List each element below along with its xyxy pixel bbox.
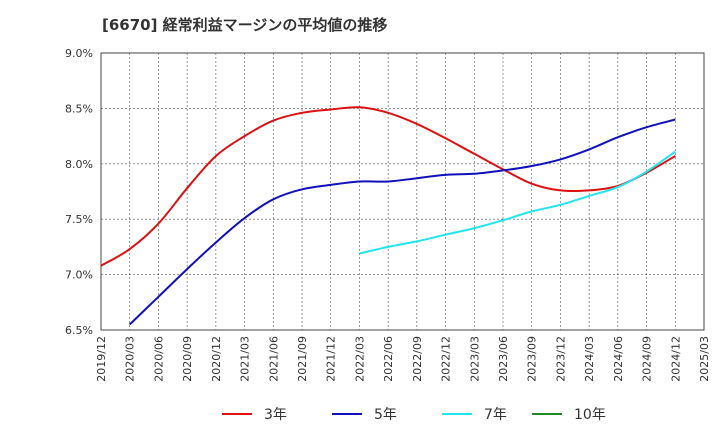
x-tick-label: 2024/12	[669, 336, 682, 382]
x-tick-label: 2023/03	[468, 336, 481, 382]
x-tick-label: 2021/03	[239, 336, 252, 382]
legend-label: 5年	[374, 407, 397, 423]
x-tick-label: 2020/06	[152, 336, 165, 382]
y-tick-label: 8.5%	[65, 102, 93, 115]
x-tick-label: 2021/06	[267, 336, 280, 382]
x-tick-label: 2023/09	[526, 336, 539, 382]
y-tick-label: 8.0%	[65, 158, 93, 171]
x-axis-ticks: 2019/12 2020/03 2020/06 2020/09 2020/12 2021/…	[95, 336, 711, 382]
x-tick-label: 2022/12	[440, 336, 453, 382]
x-tick-label: 2024/03	[583, 336, 596, 382]
y-tick-label: 9.0%	[65, 47, 93, 60]
legend-label: 10年	[574, 407, 606, 423]
x-tick-label: 2024/09	[641, 336, 654, 382]
legend-label: 7年	[484, 407, 507, 423]
x-tick-label: 2020/03	[124, 336, 137, 382]
x-tick-label: 2022/09	[411, 336, 424, 382]
x-tick-label: 2023/06	[497, 336, 510, 382]
grid-lines	[101, 53, 704, 330]
y-tick-label: 7.0%	[65, 269, 93, 282]
x-tick-label: 2025/03	[698, 336, 711, 382]
x-tick-label: 2024/06	[612, 336, 625, 382]
y-tick-label: 7.5%	[65, 213, 93, 226]
x-tick-label: 2019/12	[95, 336, 108, 382]
x-tick-label: 2022/06	[382, 336, 395, 382]
x-tick-label: 2022/03	[353, 336, 366, 382]
legend: 3年 5年 7年 10年	[222, 407, 606, 423]
x-tick-label: 2023/12	[554, 336, 567, 382]
x-tick-label: 2020/09	[181, 336, 194, 382]
legend-label: 3年	[264, 407, 287, 423]
series-line-2	[359, 150, 676, 255]
y-tick-label: 6.5%	[65, 324, 93, 337]
x-tick-label: 2021/09	[296, 336, 309, 382]
y-axis-ticks: 6.5% 7.0% 7.5% 8.0% 8.5% 9.0%	[65, 47, 93, 337]
plot-area	[100, 52, 705, 331]
series-line-1	[129, 118, 676, 326]
chart-title: [6670] 経常利益マージンの平均値の推移	[102, 16, 388, 34]
series-line-0	[100, 106, 676, 267]
series-lines	[100, 106, 676, 326]
x-tick-label: 2020/12	[210, 336, 223, 382]
x-tick-label: 2021/12	[325, 336, 338, 382]
